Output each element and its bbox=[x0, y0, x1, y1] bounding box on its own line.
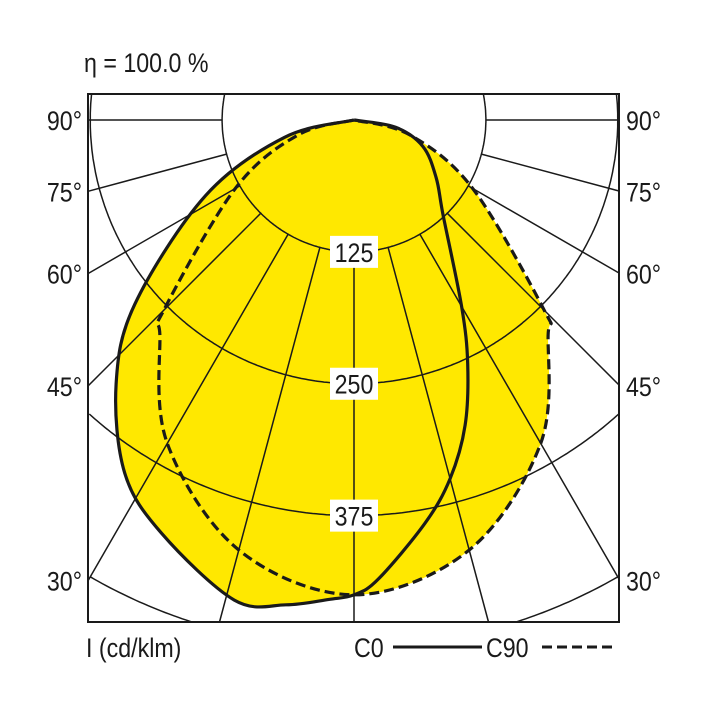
tick-label-bg bbox=[330, 499, 378, 532]
radial-line--15 bbox=[218, 247, 321, 623]
tick-label-bg bbox=[330, 367, 378, 400]
angle-label-left: 75° bbox=[47, 178, 82, 208]
legend-label-c0: C0 bbox=[354, 633, 384, 663]
grid-circle-500 bbox=[89, 576, 619, 623]
chart-frame bbox=[87, 93, 620, 623]
radial-line-30 bbox=[419, 233, 620, 580]
radial-line-15 bbox=[387, 247, 490, 623]
radial-line--45 bbox=[87, 212, 262, 387]
angle-label-left: 45° bbox=[47, 372, 82, 402]
angle-label-right: 30° bbox=[626, 567, 661, 597]
angle-label-right: 45° bbox=[626, 372, 661, 402]
angle-label-left: 30° bbox=[47, 567, 82, 597]
legend-label-c90: C90 bbox=[486, 633, 529, 663]
angle-label-left: 90° bbox=[47, 106, 82, 136]
angle-label-right: 90° bbox=[626, 106, 661, 136]
radial-line-75 bbox=[481, 153, 620, 192]
angle-label-left: 60° bbox=[47, 260, 82, 290]
angle-label-right: 75° bbox=[626, 178, 661, 208]
curve-c0 bbox=[114, 118, 470, 609]
radial-tick-label: 125 bbox=[335, 238, 374, 268]
legend: C0 C90 bbox=[354, 633, 617, 663]
radial-line-45 bbox=[446, 212, 620, 386]
radial-tick-label: 250 bbox=[335, 370, 374, 400]
radial-line--75 bbox=[87, 153, 227, 193]
radial-tick-label: 375 bbox=[335, 502, 374, 532]
curve-c90 bbox=[155, 118, 553, 597]
radial-line--60 bbox=[87, 185, 241, 275]
radial-line--30 bbox=[87, 233, 289, 582]
angle-label-right: 60° bbox=[626, 260, 661, 290]
efficiency-title: η = 100.0 % bbox=[84, 48, 209, 78]
unit-label: I (cd/klm) bbox=[86, 633, 181, 663]
radial-line-60 bbox=[467, 185, 620, 274]
tick-label-bg bbox=[330, 235, 378, 268]
